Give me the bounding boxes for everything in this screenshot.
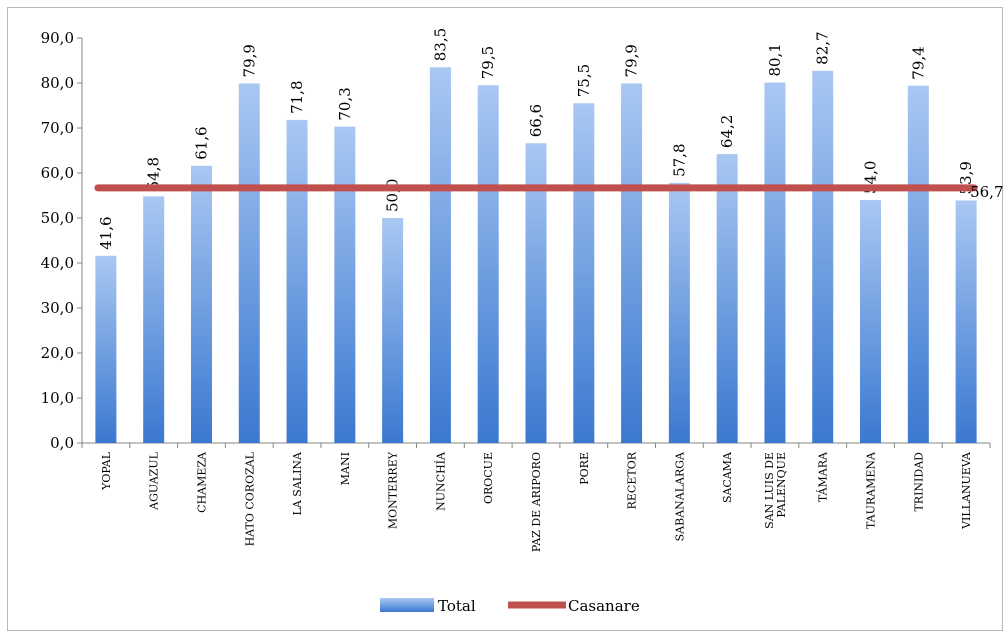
data-label: 82,7: [814, 31, 832, 64]
bar: [143, 196, 165, 443]
bar: [668, 182, 690, 443]
axes: 0,0 10,0 20,0 30,0 40,0 50,0 60,0 70,0 80,0 90,0 Y…: [41, 29, 991, 552]
bar: [955, 200, 977, 443]
data-label: 79,4: [909, 46, 927, 79]
chart-frame: [7, 7, 1003, 631]
bar: [382, 218, 404, 443]
casanare-line-layer: 56,7: [94, 183, 1004, 201]
category-label: AGUAZUL: [148, 451, 161, 511]
y-tick-label: 30,0: [41, 299, 74, 317]
category-label: LA SALINA: [291, 451, 304, 515]
category-label: CHAMEZA: [195, 451, 208, 513]
data-label: 71,8: [288, 80, 306, 113]
data-label: 50,0: [384, 179, 402, 212]
category-label: TRINIDAD: [912, 452, 925, 512]
category-label: HATO COROZAL: [243, 451, 256, 546]
y-tick-label: 60,0: [41, 164, 74, 182]
data-label: 80,1: [766, 43, 784, 76]
legend-label-total: Total: [438, 597, 476, 615]
legend-swatch-total: [380, 598, 434, 612]
data-label: 79,9: [623, 44, 641, 77]
data-label: 79,9: [240, 44, 258, 77]
y-tick-label: 20,0: [41, 344, 74, 362]
data-label: 54,8: [145, 157, 163, 190]
category-label: PALENQUE: [775, 452, 788, 518]
bar: [95, 255, 117, 443]
bar: [190, 165, 212, 444]
bar: [764, 82, 786, 444]
data-label: 70,3: [336, 87, 354, 120]
y-tick-label: 10,0: [41, 389, 74, 407]
data-label: 83,5: [431, 28, 449, 61]
data-labels: 41,6 54,8 61,6 79,9 71,8 70,3 50,0 83,5 79,5 66,6…: [97, 28, 975, 250]
bar: [334, 126, 356, 444]
category-label: YOPAL: [100, 451, 113, 491]
category-label: TAURAMENA: [865, 451, 878, 529]
bar: [716, 154, 738, 443]
category-label: SAN LUIS DE: [763, 452, 776, 529]
bar: [621, 83, 643, 443]
data-label: 41,6: [97, 216, 115, 249]
bar: [286, 119, 308, 444]
legend-label-casanare: Casanare: [568, 597, 640, 615]
y-tick-label: 80,0: [41, 74, 74, 92]
data-label: 64,2: [718, 115, 736, 148]
y-tick-label: 70,0: [41, 119, 74, 137]
data-label: 75,5: [575, 64, 593, 97]
category-label: RECETOR: [626, 451, 639, 509]
category-label: PAZ DE ARIPORO: [530, 452, 543, 552]
category-label: TÁMARA: [816, 451, 830, 502]
bar: [573, 103, 595, 443]
bar: [238, 83, 260, 443]
bar: [860, 200, 882, 443]
bars: [95, 67, 977, 444]
data-label: 66,6: [527, 104, 545, 137]
bar: [907, 85, 929, 443]
category-label: VILLANUEVA: [960, 451, 973, 530]
category-label: MANI: [339, 452, 352, 485]
casanare-data-label: 56,7: [970, 183, 1003, 201]
category-label: SABANALARGA: [673, 451, 686, 541]
data-label: 61,6: [192, 126, 210, 159]
category-label: MONTERREY: [387, 451, 400, 529]
data-label: 79,5: [479, 46, 497, 79]
y-tick-label: 0,0: [50, 434, 74, 452]
category-label: SACAMA: [721, 451, 734, 503]
legend: Total Casanare: [380, 597, 640, 615]
bar: [812, 70, 834, 443]
y-tick-label: 90,0: [41, 29, 74, 47]
category-label: NUNCHÍA: [433, 451, 447, 511]
bar: [525, 143, 547, 444]
y-tick-label: 40,0: [41, 254, 74, 272]
category-label: OROCUE: [482, 452, 495, 504]
data-label: 57,8: [670, 143, 688, 176]
category-label: PORE: [578, 452, 591, 485]
y-tick-label: 50,0: [41, 209, 74, 227]
bar: [429, 67, 451, 443]
bar: [477, 85, 499, 443]
